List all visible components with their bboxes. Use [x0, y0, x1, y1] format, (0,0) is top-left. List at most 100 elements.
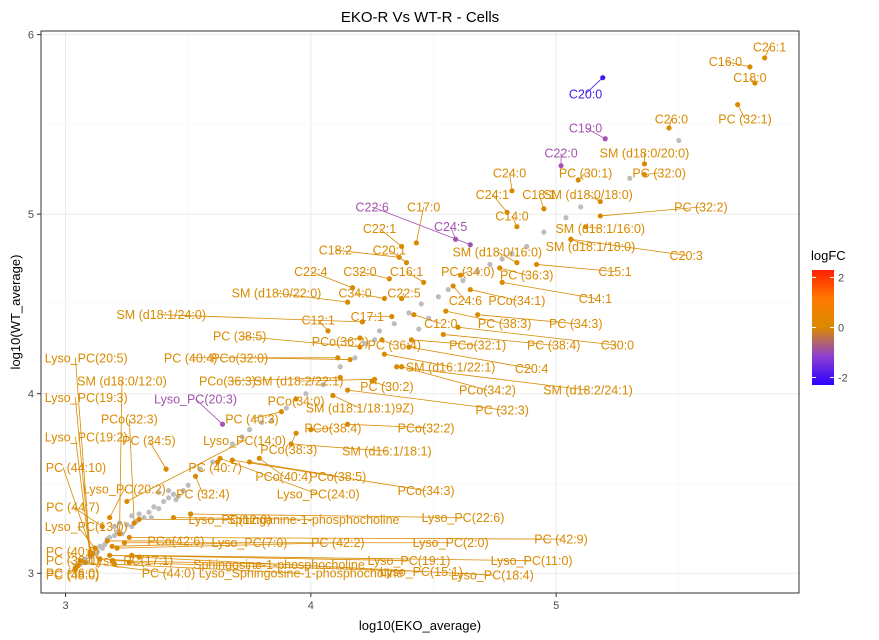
data-point: [126, 559, 132, 566]
point-label: C30:0: [601, 339, 634, 353]
point-label: PCo(32:2): [398, 421, 455, 435]
label-connector: [112, 542, 250, 547]
grey-point: [283, 405, 289, 411]
point-label: PC (34:0): [441, 265, 495, 279]
grey-point: [129, 513, 135, 519]
data-point: [541, 206, 547, 212]
data-point: [394, 364, 400, 370]
point-label: C12:0: [424, 317, 457, 331]
point-label: C22:4: [294, 265, 327, 279]
data-point: [747, 64, 753, 70]
data-point: [121, 540, 128, 546]
point-label: PC (42:9): [534, 533, 588, 547]
data-point: [111, 561, 118, 567]
grey-point: [170, 491, 177, 497]
point-label: PCo(36:3): [199, 375, 256, 389]
grey-point: [141, 514, 147, 521]
point-label: PC (38:3): [478, 317, 532, 331]
point-label: PCo(38:5): [309, 470, 366, 484]
data-point: [752, 80, 758, 86]
data-point: [116, 531, 123, 537]
data-point: [345, 299, 351, 305]
label-connector: [347, 389, 503, 411]
label-connector: [310, 271, 353, 289]
label-connector: [600, 206, 701, 217]
data-point: [450, 283, 456, 289]
point-label: Sphinganine-1-phosphocholine: [227, 513, 399, 527]
label-connector: [340, 337, 360, 343]
y-axis-title: log10(WT_average): [8, 255, 23, 370]
label-connector: [72, 506, 103, 527]
label-connector: [161, 314, 363, 323]
grey-point: [487, 261, 493, 268]
point-label: PC (32:1): [718, 112, 772, 126]
label-connector: [396, 366, 589, 391]
grey-point: [376, 328, 383, 334]
label-connector: [359, 271, 390, 280]
data-point: [396, 254, 402, 260]
point-label: C20:4: [515, 362, 548, 376]
label-connectors: [62, 46, 770, 576]
grey-point: [524, 243, 530, 250]
grey-point: [156, 489, 162, 496]
point-label: C14:0: [495, 209, 528, 223]
point-label: PC (30:2): [360, 380, 414, 394]
label-connector: [128, 418, 135, 523]
y-tick-label: 3: [28, 568, 34, 580]
point-label: Lyso_PC(19:3): [45, 391, 128, 405]
point-label: C20:1: [373, 244, 406, 258]
data-point: [475, 312, 481, 318]
data-point: [408, 337, 415, 343]
data-point: [349, 285, 356, 291]
point-label: SM (d18:2/24:1): [543, 384, 633, 398]
grey-point: [111, 523, 118, 530]
grey-point: [509, 251, 515, 257]
point-label: SM (d18:0/16:0): [452, 245, 542, 259]
grey-point: [197, 466, 204, 472]
point-label: Lyso_PC(18:4): [451, 569, 534, 583]
grey-point: [246, 427, 253, 433]
data-points: [72, 55, 768, 573]
point-label: PCo(32:1): [449, 339, 506, 353]
grey-point: [148, 514, 154, 521]
point-label: C17:0: [407, 200, 440, 214]
data-point: [256, 455, 262, 461]
grey-point: [475, 269, 481, 275]
label-connector: [131, 554, 532, 562]
point-label: Lyso_PC(20:2): [83, 482, 166, 496]
data-point: [406, 344, 412, 350]
label-connector: [570, 238, 687, 256]
grey-point: [627, 175, 633, 181]
label-connector: [445, 310, 505, 325]
y-tick-label: 4: [28, 389, 34, 401]
point-label: PCo(38:3): [260, 443, 317, 457]
point-label: PCo(32:0): [211, 351, 268, 365]
data-point: [229, 457, 235, 463]
label-connector: [737, 104, 746, 120]
point-label: PCo(40:4): [255, 470, 312, 484]
grey-point: [229, 441, 235, 447]
data-point: [345, 421, 351, 427]
data-point: [77, 558, 83, 564]
label-connector: [219, 457, 319, 495]
grey-point: [541, 229, 547, 235]
x-axis-title: log10(EKO_average): [359, 618, 481, 633]
data-point: [499, 279, 505, 285]
grid-lines: [41, 31, 799, 593]
point-label: PCo(32:3): [101, 412, 158, 426]
point-label: Lyso_PC(19:1): [368, 554, 451, 568]
label-connector: [585, 127, 606, 140]
label-connector: [74, 436, 91, 556]
point-label: C20:0: [569, 87, 602, 101]
point-label: C26:1: [753, 41, 786, 55]
data-point: [582, 224, 589, 230]
x-tick-label: 5: [553, 600, 559, 612]
point-label: C24:6: [449, 294, 482, 308]
point-label: C26:0: [655, 112, 688, 126]
data-point: [170, 514, 177, 521]
data-point: [455, 324, 461, 330]
label-connector: [112, 560, 279, 565]
data-point: [641, 161, 648, 167]
point-label: PC (48:0): [46, 569, 100, 583]
